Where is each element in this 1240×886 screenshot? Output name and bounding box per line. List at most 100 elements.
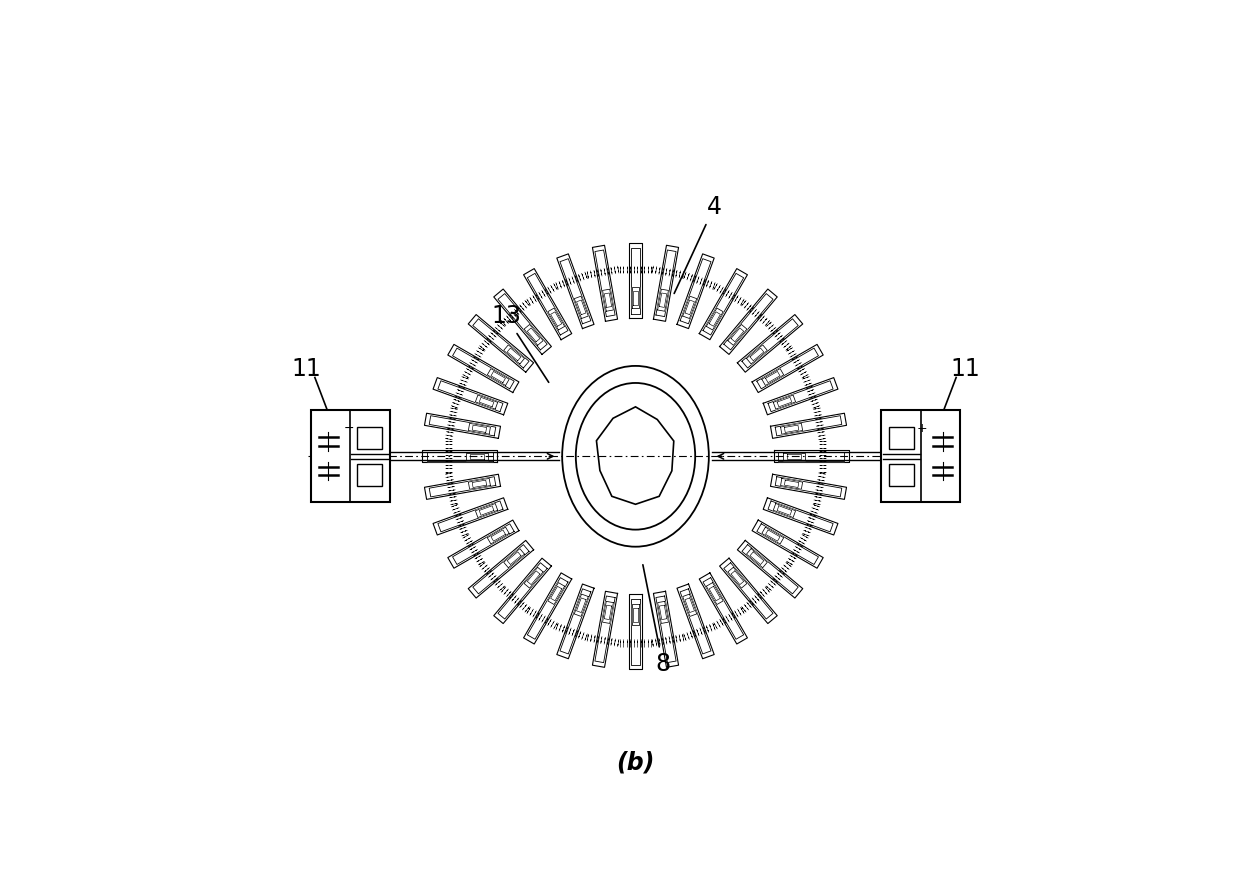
Polygon shape <box>577 598 587 612</box>
Polygon shape <box>699 573 748 644</box>
Polygon shape <box>466 453 487 460</box>
Polygon shape <box>429 416 496 436</box>
Bar <box>882 410 960 502</box>
Polygon shape <box>491 530 506 541</box>
Polygon shape <box>632 291 639 305</box>
Polygon shape <box>494 558 552 624</box>
Text: 4: 4 <box>675 195 722 293</box>
Polygon shape <box>593 591 618 667</box>
Polygon shape <box>785 425 799 432</box>
Polygon shape <box>746 345 768 364</box>
Polygon shape <box>631 247 640 314</box>
Polygon shape <box>469 315 533 372</box>
Bar <box>889 463 914 486</box>
Polygon shape <box>487 369 510 385</box>
Polygon shape <box>603 602 614 624</box>
Polygon shape <box>719 558 777 624</box>
Polygon shape <box>719 289 777 354</box>
Polygon shape <box>756 348 818 389</box>
Ellipse shape <box>562 366 709 547</box>
Polygon shape <box>523 573 572 644</box>
Polygon shape <box>768 501 833 532</box>
Polygon shape <box>527 328 539 342</box>
Polygon shape <box>577 300 587 315</box>
Polygon shape <box>470 454 484 459</box>
Polygon shape <box>631 599 640 665</box>
Polygon shape <box>469 478 491 489</box>
Polygon shape <box>660 293 667 307</box>
Polygon shape <box>472 480 486 487</box>
Polygon shape <box>768 381 833 412</box>
Polygon shape <box>551 587 562 601</box>
Polygon shape <box>775 416 842 436</box>
Text: (b): (b) <box>616 750 655 774</box>
Polygon shape <box>525 567 543 588</box>
Ellipse shape <box>575 383 696 530</box>
Polygon shape <box>574 296 588 319</box>
Polygon shape <box>424 413 501 439</box>
Text: 8: 8 <box>642 564 671 676</box>
Polygon shape <box>763 498 838 535</box>
Polygon shape <box>653 245 678 322</box>
Polygon shape <box>548 583 564 604</box>
Polygon shape <box>660 605 667 619</box>
Polygon shape <box>677 254 714 329</box>
Polygon shape <box>738 315 802 372</box>
Polygon shape <box>475 395 497 409</box>
Polygon shape <box>787 454 801 459</box>
Polygon shape <box>683 595 697 617</box>
Polygon shape <box>472 545 529 594</box>
Polygon shape <box>753 345 823 392</box>
Polygon shape <box>498 563 547 619</box>
Polygon shape <box>753 520 823 568</box>
Polygon shape <box>677 584 714 658</box>
Polygon shape <box>448 345 518 392</box>
Polygon shape <box>527 571 539 585</box>
Polygon shape <box>551 312 562 326</box>
Polygon shape <box>469 424 491 434</box>
Text: +: + <box>916 422 928 435</box>
Polygon shape <box>707 583 723 604</box>
Polygon shape <box>780 478 802 489</box>
Polygon shape <box>498 293 547 350</box>
Polygon shape <box>479 397 494 407</box>
Polygon shape <box>657 289 668 311</box>
Polygon shape <box>491 371 506 383</box>
Polygon shape <box>604 293 611 307</box>
Polygon shape <box>557 254 594 329</box>
Polygon shape <box>525 324 543 346</box>
Polygon shape <box>560 259 591 323</box>
Polygon shape <box>448 520 518 568</box>
Polygon shape <box>750 348 764 361</box>
Polygon shape <box>494 289 552 354</box>
Text: 11: 11 <box>950 357 980 381</box>
Polygon shape <box>761 527 784 544</box>
Polygon shape <box>779 452 844 461</box>
Polygon shape <box>684 598 694 612</box>
Polygon shape <box>785 480 799 487</box>
Polygon shape <box>724 563 773 619</box>
Polygon shape <box>548 308 564 330</box>
Polygon shape <box>574 595 588 617</box>
Polygon shape <box>761 369 784 385</box>
Text: −: − <box>343 422 353 435</box>
Polygon shape <box>632 604 639 626</box>
Polygon shape <box>756 524 818 564</box>
Polygon shape <box>732 571 744 585</box>
Polygon shape <box>742 319 799 368</box>
Polygon shape <box>603 289 614 311</box>
Polygon shape <box>630 595 641 670</box>
Polygon shape <box>728 324 746 346</box>
Polygon shape <box>632 608 639 622</box>
Polygon shape <box>724 293 773 350</box>
Polygon shape <box>503 345 525 364</box>
Polygon shape <box>557 584 594 658</box>
Polygon shape <box>472 319 529 368</box>
Polygon shape <box>765 371 780 383</box>
Bar <box>357 427 382 449</box>
Polygon shape <box>780 424 802 434</box>
Polygon shape <box>427 452 492 461</box>
Polygon shape <box>595 596 615 663</box>
Polygon shape <box>630 243 641 318</box>
Polygon shape <box>765 530 780 541</box>
